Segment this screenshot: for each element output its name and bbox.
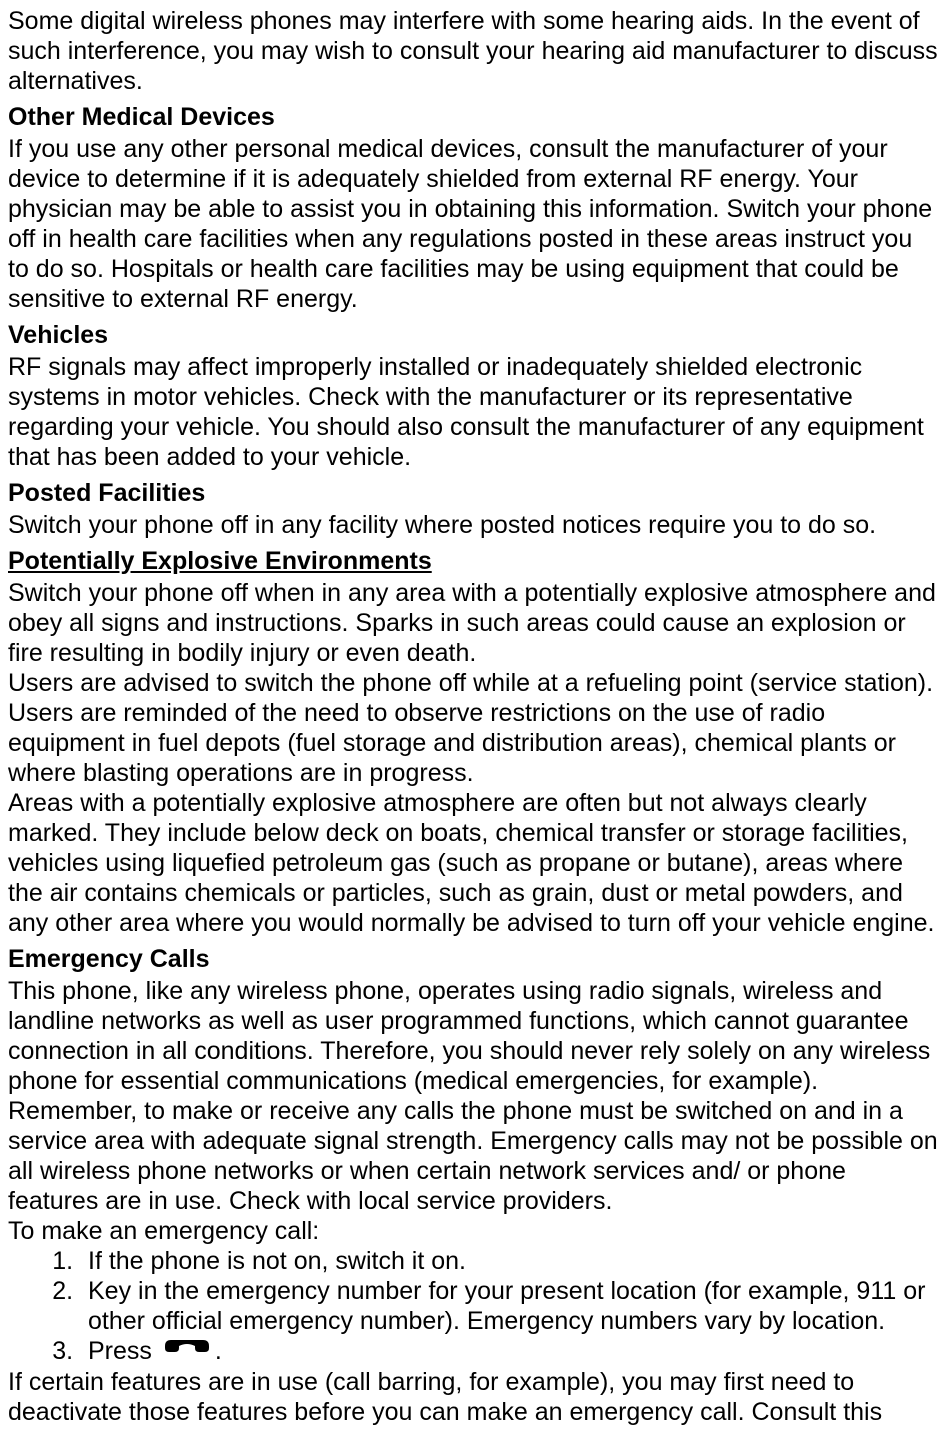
emergency-body-2: If certain features are in use (call bar… (8, 1367, 940, 1427)
emergency-to-make: To make an emergency call: (8, 1216, 940, 1246)
emergency-heading: Emergency Calls (8, 944, 940, 974)
step3-prefix: Press (88, 1337, 159, 1365)
call-icon (161, 1337, 213, 1367)
explosive-body-3: Areas with a potentially explosive atmos… (8, 788, 940, 938)
intro-paragraph: Some digital wireless phones may interfe… (8, 6, 940, 96)
emergency-steps-list: If the phone is not on, switch it on. Ke… (8, 1246, 940, 1367)
other-medical-body: If you use any other personal medical de… (8, 134, 940, 314)
emergency-step-2: Key in the emergency number for your pre… (80, 1276, 940, 1336)
emergency-step-1: If the phone is not on, switch it on. (80, 1246, 940, 1276)
emergency-step-3: Press . (80, 1336, 940, 1367)
explosive-body-2: Users are advised to switch the phone of… (8, 668, 940, 788)
vehicles-heading: Vehicles (8, 320, 940, 350)
other-medical-heading: Other Medical Devices (8, 102, 940, 132)
emergency-body-1: This phone, like any wireless phone, ope… (8, 976, 940, 1216)
vehicles-body: RF signals may affect improperly install… (8, 352, 940, 472)
explosive-body-1: Switch your phone off when in any area w… (8, 578, 940, 668)
posted-facilities-heading: Posted Facilities (8, 478, 940, 508)
step3-suffix: . (215, 1337, 222, 1365)
posted-facilities-body: Switch your phone off in any facility wh… (8, 510, 940, 540)
explosive-heading: Potentially Explosive Environments (8, 546, 940, 576)
